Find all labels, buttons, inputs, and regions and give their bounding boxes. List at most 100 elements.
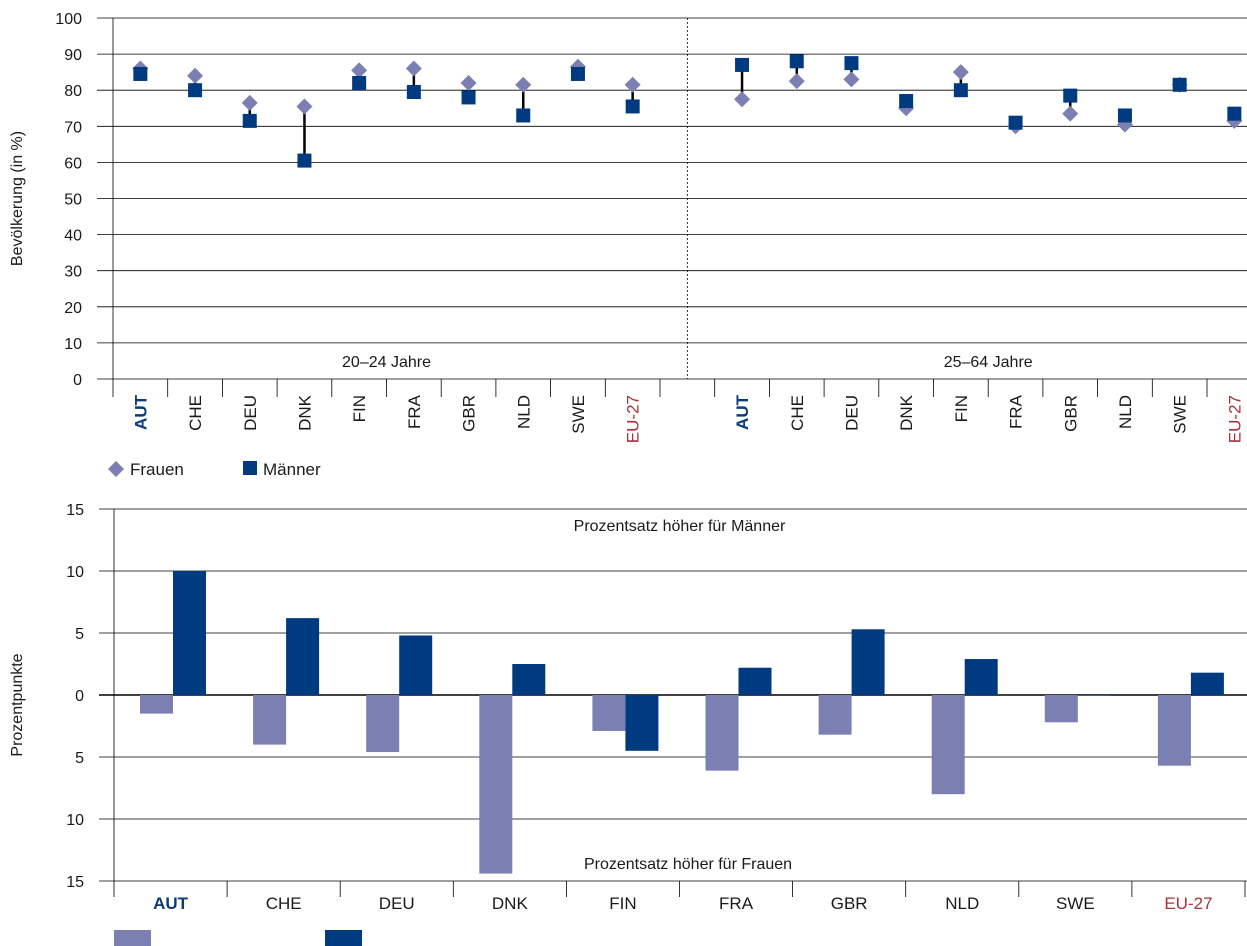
y-tick-label: 70 [64,119,82,136]
maenner-point [1227,106,1242,121]
category-label: SWE [569,395,588,434]
maenner-point [570,66,585,81]
category-label: DNK [295,394,314,431]
category-label: GBR [831,894,868,913]
maenner-point [789,54,804,69]
y-tick-label: 90 [64,47,82,64]
maenner-bar [625,695,659,751]
maenner-point [1063,88,1078,103]
category-label: FIN [952,395,971,422]
maenner-point [242,113,257,128]
frauen-bar [479,695,513,874]
category-label: AUT [733,394,752,430]
category-label: DEU [842,395,861,431]
y-tick-label: 0 [73,372,82,389]
maenner-point [461,90,476,105]
maenner-bar [1190,672,1224,695]
maenner-bar [286,618,320,695]
category-label: GBR [1061,395,1080,432]
legend-frauen-label: Frauen [130,460,184,479]
group-label: 20–24 Jahre [342,354,431,371]
y-tick-label: 30 [64,264,82,281]
annotation-women-higher: Prozentsatz höher für Frauen [584,856,792,873]
y-tick-label: 100 [55,11,82,28]
maenner-bar [173,571,206,695]
frauen-point [515,76,532,93]
frauen-point [843,71,860,88]
y-tick-label: 40 [64,228,82,245]
frauen-point [241,94,258,111]
y-tick-label: 20 [64,300,82,317]
maenner-point [133,66,148,81]
frauen-point [1062,105,1079,122]
legend-frauen-icon [108,461,124,477]
maenner-bar [1077,695,1111,696]
frauen-point [788,73,805,90]
frauen-bar [366,695,400,753]
category-label: EU-27 [1164,894,1212,913]
category-label: SWE [1171,395,1190,434]
y-axis-title: Prozentpunkte [9,653,26,756]
legend-frauen-swatch [114,930,151,946]
frauen-bar [253,695,287,745]
frauen-point [734,91,751,108]
maenner-point [1008,115,1023,130]
y-tick-label: 50 [64,192,82,209]
maenner-bar [512,664,546,695]
category-label: NLD [514,395,533,429]
category-label: SWE [1056,894,1095,913]
category-label: EU-27 [1225,395,1244,443]
category-label: FRA [405,394,424,429]
y-tick-label: 15 [66,502,84,519]
category-label: CHE [266,894,302,913]
legend-maenner-swatch [325,930,362,946]
category-label: NLD [1116,395,1135,429]
frauen-point [405,60,422,77]
maenner-bar [964,659,998,695]
maenner-point [625,99,640,114]
frauen-point [624,76,641,93]
frauen-bar [1044,695,1078,723]
frauen-bar [931,695,965,795]
frauen-bar [592,695,626,731]
y-tick-label: 0 [75,688,84,705]
maenner-point [297,153,312,168]
category-label: EU-27 [624,395,643,443]
maenner-point [844,56,859,71]
category-label: FRA [719,894,754,913]
maenner-bar [399,635,433,695]
category-label: FRA [1007,394,1026,429]
maenner-bar [738,667,772,695]
category-label: CHE [788,395,807,431]
category-label: DNK [897,394,916,431]
category-label: DEU [241,395,260,431]
maenner-point [352,75,367,90]
y-axis-title: Bevölkerung (in %) [9,131,26,266]
y-tick-label: 80 [64,83,82,100]
legend-maenner-label: Männer [263,460,321,479]
maenner-bar [851,629,885,695]
category-label: CHE [186,395,205,431]
frauen-point [187,67,204,84]
frauen-point [296,98,313,115]
y-tick-label: 15 [66,874,84,891]
y-tick-label: 5 [75,626,84,643]
y-tick-label: 10 [66,812,84,829]
y-tick-label: 60 [64,155,82,172]
maenner-point [188,83,203,98]
frauen-bar [140,695,173,714]
y-tick-label: 10 [64,336,82,353]
y-tick-label: 5 [75,750,84,767]
annotation-men-higher: Prozentsatz höher für Männer [574,518,786,535]
frauen-point [952,64,969,81]
category-label: FIN [609,894,636,913]
frauen-point [351,62,368,79]
maenner-point [1172,77,1187,92]
maenner-point [406,85,421,100]
maenner-point [899,94,914,109]
group-label: 25–64 Jahre [944,354,1033,371]
frauen-bar [705,695,739,771]
category-label: GBR [460,395,479,432]
category-label: AUT [131,394,150,430]
